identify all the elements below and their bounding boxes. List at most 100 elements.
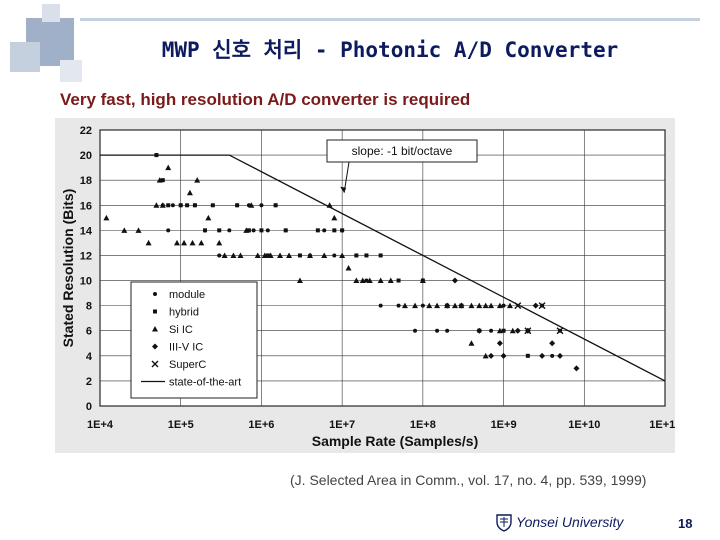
point-hybrid [265,253,270,258]
point-si-ic [412,302,419,309]
point-hybrid [315,228,320,233]
point-si-ic [103,214,110,221]
point-si-ic [198,239,205,246]
point-module [227,228,232,233]
point-hybrid [185,203,190,208]
point-si-ic [496,327,503,334]
title-rule [80,18,700,21]
resolution-vs-sample-rate-chart: 0 2 4 6 8 10 12 14 16 18 20 22 1E+4 1E+5 1E+6 1E+7 1E+8 1… [55,118,675,453]
x-tick-label: 1E+4 [87,419,114,431]
x-tick-label: 1E+6 [248,419,274,431]
point-iii-v-ic [458,302,465,309]
point-module [413,328,418,333]
point-hybrid [160,178,165,183]
point-hybrid [354,253,359,258]
point-si-ic [174,239,181,246]
shield-icon [496,514,512,532]
point-iii-v-ic [573,365,580,372]
point-hybrid [501,328,506,333]
point-si-ic [243,227,250,233]
point-si-ic [419,277,426,284]
point-si-ic [277,252,284,258]
annotation-text: slope: -1 bit/octave [352,144,453,158]
page-title: MWP 신호 처리 - Photonic A/D Converter [161,38,619,62]
slope-annotation: slope: -1 bit/octave [326,139,478,193]
x-tick-label: 1E+10 [568,419,600,431]
point-superc [556,327,564,335]
point-hybrid [378,253,383,258]
point-si-ic [261,252,268,258]
point-si-ic [121,227,128,233]
point-si-ic [426,302,433,309]
university-name: Yonsei University [516,514,624,530]
point-si-ic [496,302,503,309]
legend-label-module: module [169,289,205,301]
y-tick-label: 18 [80,175,92,187]
point-module [166,228,171,233]
point-iii-v-ic [549,340,556,347]
point-si-ic [509,327,516,334]
point-si-ic [488,302,495,309]
corner-square-small [60,60,82,82]
point-module [378,303,383,308]
point-hybrid [525,353,530,358]
point-si-ic [468,340,475,346]
legend-label-superc: SuperC [169,359,206,371]
point-hybrid [166,203,171,208]
x-axis-label: Sample Rate (Samples/s) [312,433,479,449]
point-module [265,228,270,233]
point-hybrid [332,228,337,233]
x-tick-label: 1E+9 [491,419,517,431]
point-si-ic [359,277,366,284]
legend-swatch-iii-v-ic [152,343,158,350]
point-module [364,278,369,283]
point-iii-v-ic [488,352,495,359]
point-si-ic [237,252,244,258]
point-module [322,228,327,233]
point-module [445,328,450,333]
point-si-ic [296,277,303,284]
point-si-ic [307,252,314,258]
legend-swatch-module [153,292,157,296]
point-module [435,328,440,333]
point-hybrid [203,228,208,233]
x-tick-label: 1E+5 [168,419,194,431]
point-si-ic [216,239,223,246]
point-si-ic [286,252,293,258]
y-axis-label: Stated Resolution (Bits) [60,189,76,348]
point-si-ic [165,164,172,171]
point-iii-v-ic [500,352,507,359]
point-si-ic [401,302,408,309]
point-hybrid [192,203,197,208]
point-hybrid [396,278,401,283]
y-tick-label: 8 [86,301,92,313]
legend-label-si-ic: Si IC [169,324,193,336]
x-tick-label: 1E+8 [410,419,436,431]
legend-label-iii-v-ic: III-V IC [169,342,203,354]
point-si-ic [482,302,489,309]
legend-swatch-si-ic [152,326,158,332]
point-module [396,303,401,308]
point-si-ic [339,252,346,258]
point-hybrid [340,228,345,233]
point-si-ic [468,302,475,309]
point-superc [524,327,532,335]
point-hybrid [283,228,288,233]
point-hybrid [235,203,240,208]
point-si-ic [254,252,261,258]
point-si-ic [345,265,352,271]
annotation-box [326,139,478,163]
point-si-ic [482,352,489,359]
point-module [259,203,264,208]
point-iii-v-ic [496,340,503,347]
point-si-ic [189,239,196,246]
point-si-ic [135,227,142,233]
point-module [501,303,506,308]
y-tick-label: 2 [86,376,92,388]
point-hybrid [259,228,264,233]
point-module [550,353,555,358]
point-module [170,203,175,208]
point-iii-v-ic [514,327,521,334]
point-superc [514,302,522,310]
point-hybrid [154,153,159,158]
